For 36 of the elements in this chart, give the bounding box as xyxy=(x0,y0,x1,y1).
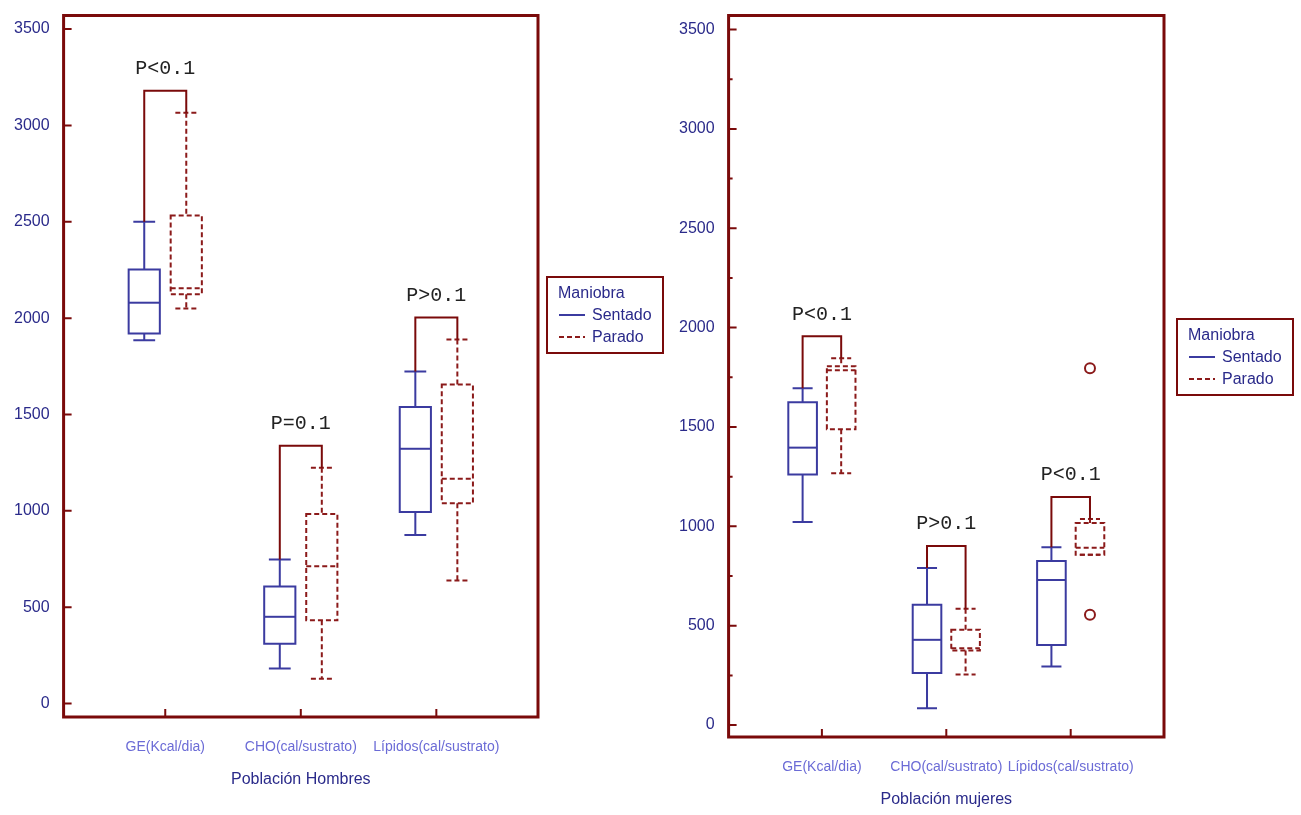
x-tick-label: CHO(cal/sustrato) xyxy=(890,758,1003,775)
annotation: P<0.1 xyxy=(1040,463,1101,487)
x-tick-label: Lípidos(cal/sustrato) xyxy=(1007,758,1134,775)
y-tick-label: 2000 xyxy=(679,318,715,336)
y-tick-label: 1500 xyxy=(14,404,50,422)
y-tick-label: 2500 xyxy=(14,212,50,230)
annotation: P>0.1 xyxy=(916,512,977,536)
y-tick-label: 500 xyxy=(687,616,715,634)
y-tick-label: 3000 xyxy=(14,115,50,133)
x-tick-label: GE(Kcal/dia) xyxy=(125,738,205,755)
legend-label: Parado xyxy=(592,328,644,346)
y-tick-label: 0 xyxy=(40,693,50,711)
legend-label: Parado xyxy=(1222,370,1274,388)
y-tick-label: 3500 xyxy=(679,19,715,37)
x-axis-title: Población Hombres xyxy=(230,769,371,787)
annotation: P=0.1 xyxy=(270,412,331,436)
y-tick-label: 1000 xyxy=(679,516,715,534)
y-tick-label: 500 xyxy=(22,597,50,615)
y-tick-label: 1500 xyxy=(679,417,715,435)
x-tick-label: Lípidos(cal/sustrato) xyxy=(373,738,500,755)
annotation: P>0.1 xyxy=(406,283,467,307)
x-tick-label: GE(Kcal/dia) xyxy=(782,758,862,775)
y-tick-label: 2000 xyxy=(14,308,50,326)
y-tick-label: 1000 xyxy=(14,501,50,519)
y-tick-label: 2500 xyxy=(679,218,715,236)
y-tick-label: 3000 xyxy=(679,119,715,137)
x-axis-title: Población mujeres xyxy=(880,789,1013,807)
y-tick-label: 0 xyxy=(705,715,715,733)
legend-title: Maniobra xyxy=(558,284,626,302)
legend-title: Maniobra xyxy=(1188,326,1256,344)
legend-label: Sentado xyxy=(1222,348,1282,366)
annotation: P<0.1 xyxy=(791,302,852,326)
y-tick-label: 3500 xyxy=(14,19,50,37)
x-tick-label: CHO(cal/sustrato) xyxy=(244,738,357,755)
legend-label: Sentado xyxy=(592,306,652,324)
annotation: P<0.1 xyxy=(135,57,196,81)
